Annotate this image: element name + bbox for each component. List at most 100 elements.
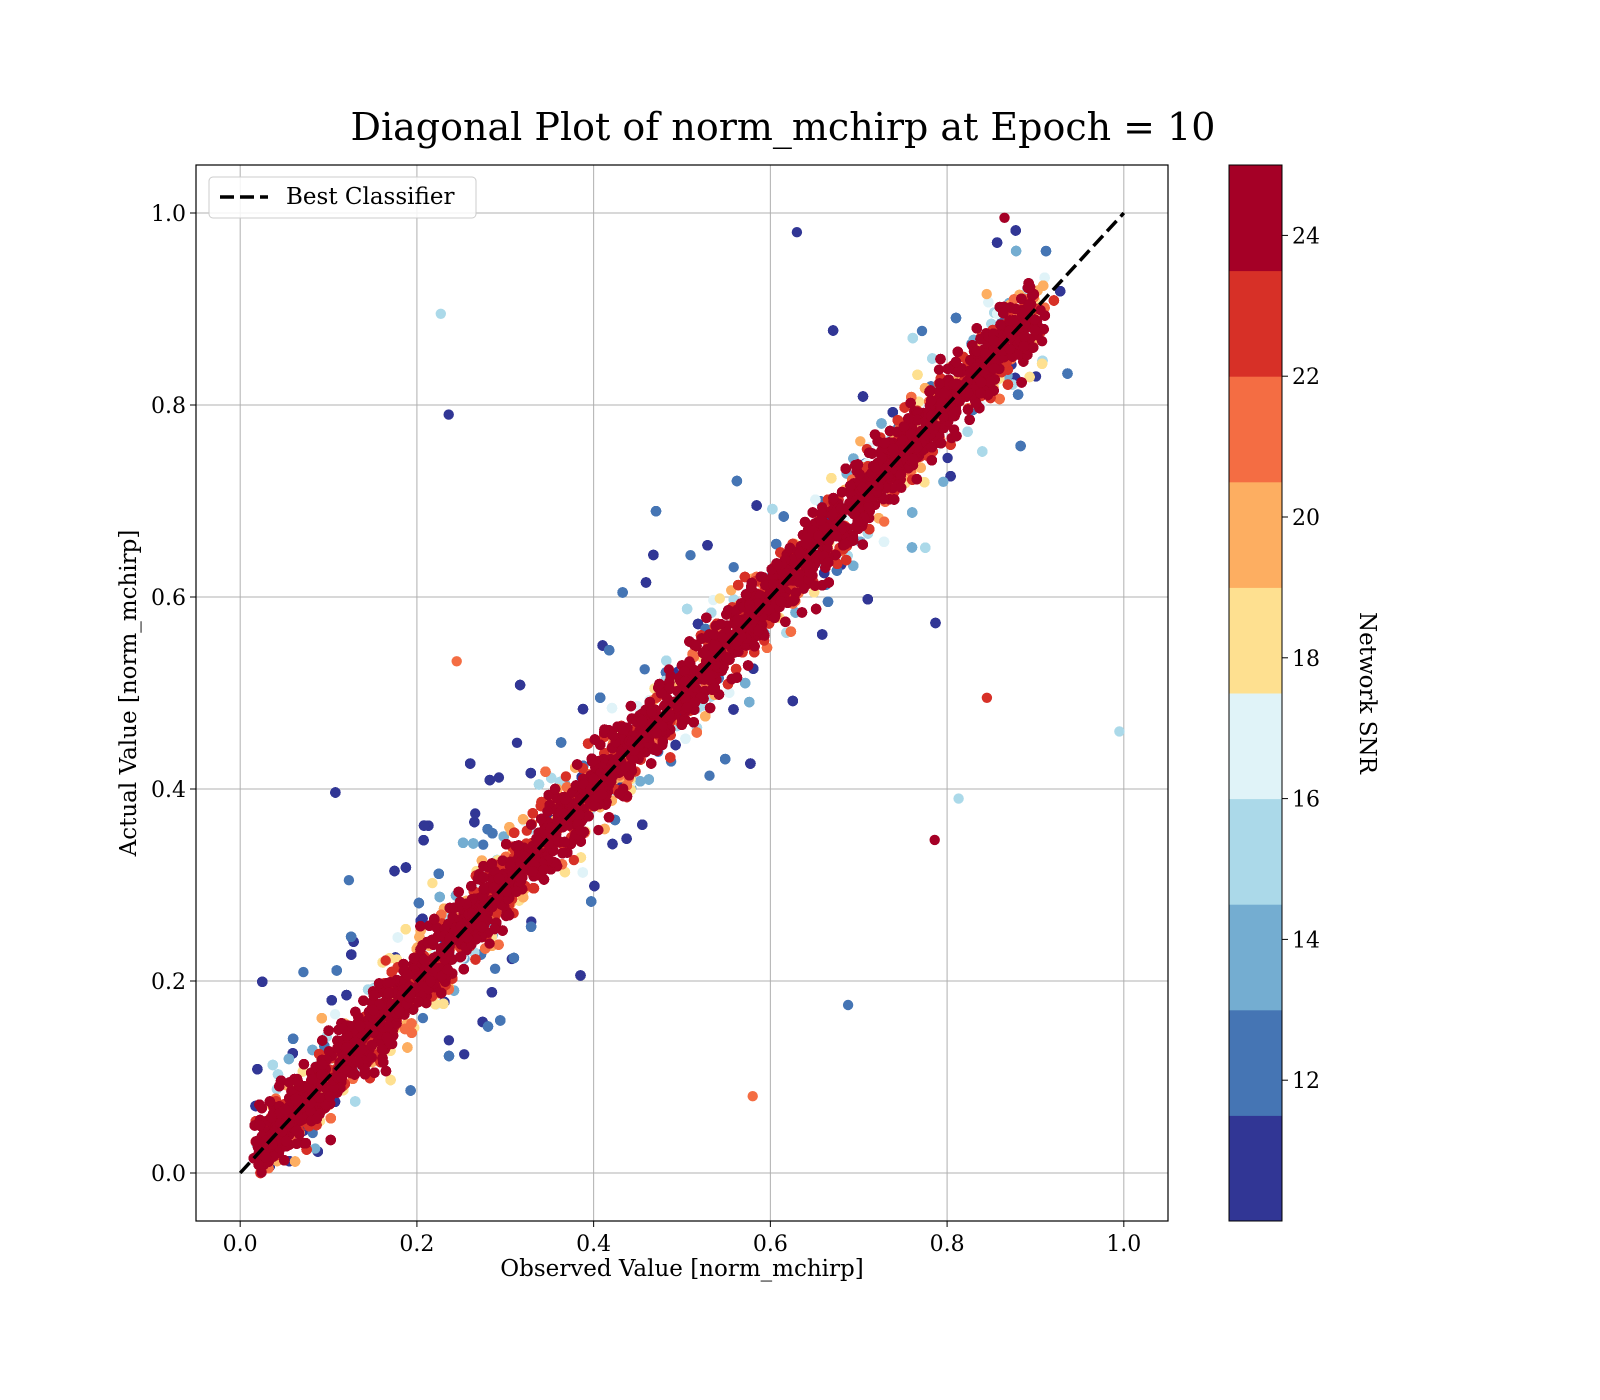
scatter-point (826, 473, 837, 484)
scatter-point (418, 835, 429, 846)
scatter-point (392, 932, 403, 943)
scatter-point (443, 409, 454, 420)
scatter-point (920, 542, 931, 553)
scatter-point (1055, 286, 1066, 297)
scatter-point (745, 758, 756, 769)
scatter-point (350, 1096, 361, 1107)
scatter-point (482, 824, 493, 835)
scatter-point (470, 808, 481, 819)
scatter-point (540, 766, 551, 777)
scatter-point (994, 393, 1005, 405)
scatter-point (533, 779, 545, 790)
scatter-point (1015, 440, 1026, 452)
scatter-point (606, 702, 618, 714)
scatter-point (685, 550, 696, 561)
scatter-point (329, 1009, 341, 1020)
scatter-point (1062, 368, 1073, 379)
scatter-point (728, 562, 739, 573)
scatter-point (525, 767, 536, 779)
scatter-point (402, 1042, 413, 1053)
scatter-point (575, 970, 586, 981)
scatter-point (577, 703, 589, 715)
scatter-point (595, 692, 606, 703)
scatter-point (486, 987, 498, 998)
scatter-point (930, 617, 941, 629)
scatter-point (1010, 245, 1022, 257)
scatter-point (346, 949, 357, 960)
scatter-point (405, 1085, 416, 1096)
scatter-point (508, 952, 520, 964)
scatter-point (495, 1015, 506, 1026)
scatter-point (484, 774, 495, 786)
scatter-point (991, 237, 1003, 248)
scatter-point (912, 369, 923, 380)
scatter-point (413, 897, 425, 909)
scatter-point (257, 976, 268, 987)
scatter-point (945, 471, 956, 482)
scatter-point (341, 989, 352, 1001)
scatter-point (577, 867, 588, 878)
scatter-point (478, 839, 489, 850)
scatter-point (400, 862, 412, 873)
scatter-point (953, 793, 964, 804)
scatter-point (648, 549, 659, 561)
scatter-point (433, 868, 444, 879)
scatter-point (555, 737, 567, 748)
scatter-point (731, 475, 743, 487)
scatter-point (938, 476, 949, 487)
scatter-point (787, 695, 798, 707)
scatter-point (962, 426, 973, 437)
scatter-point (331, 965, 342, 976)
scatter-point (468, 838, 479, 849)
scatter-point (525, 921, 537, 932)
scatter-point (977, 446, 988, 457)
scatter-point (316, 1013, 327, 1024)
scatter-point (330, 787, 341, 798)
scatter-point (681, 603, 693, 615)
scatter-point (771, 538, 782, 550)
scatter-point (702, 540, 713, 551)
scatter-point (827, 325, 839, 336)
scatter-point (511, 737, 523, 748)
scatter-point (661, 655, 672, 666)
scatter-point (1040, 245, 1052, 257)
scatter-point (728, 704, 739, 715)
scatter-point (434, 891, 445, 903)
scatter-point (417, 1012, 429, 1024)
scatter-point (751, 500, 762, 511)
scatter-point (639, 664, 650, 675)
scatter-point (586, 896, 597, 907)
scatter-point (842, 999, 854, 1011)
scatter-point (862, 594, 873, 605)
scatter-point (942, 452, 953, 464)
scatter-point (650, 506, 662, 517)
scatter-point (400, 924, 411, 935)
scatter-point (817, 629, 828, 640)
scatter-point (621, 833, 632, 844)
scatter-point (916, 325, 928, 337)
scatter-point (617, 587, 628, 598)
scatter-point (443, 1035, 455, 1046)
scatter-point (385, 1074, 396, 1086)
scatter-point (767, 503, 778, 515)
scatter-point (326, 995, 337, 1006)
scatter-point (691, 727, 702, 738)
scatter-point (389, 865, 400, 877)
scatter-point (589, 880, 600, 892)
scatter-point (640, 577, 652, 588)
scatter-point (906, 542, 918, 553)
scatter-point (747, 1091, 758, 1102)
scatter-point (635, 776, 646, 787)
scatter-point (720, 753, 731, 765)
scatter-point (1010, 225, 1021, 236)
scatter-point (778, 511, 789, 522)
scatter-point (493, 772, 505, 783)
scatter-point (791, 227, 803, 238)
scatter-point (289, 1156, 301, 1167)
scatter-point (878, 536, 890, 547)
scatter-point (267, 1059, 278, 1071)
scatter-point (680, 733, 691, 744)
scatter-point (607, 838, 618, 850)
scatter-point (298, 966, 309, 978)
